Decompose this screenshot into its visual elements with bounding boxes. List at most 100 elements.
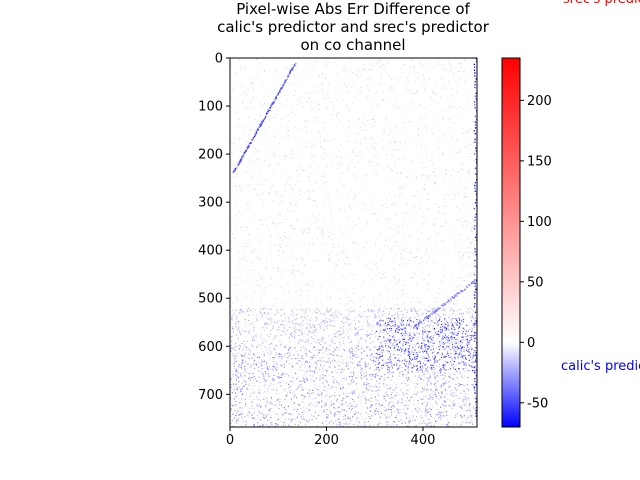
heatmap-cell [404, 64, 406, 66]
heatmap-cell [361, 185, 363, 187]
heatmap-cell [264, 134, 267, 136]
heatmap-cell [414, 323, 416, 326]
heatmap-cell [449, 226, 452, 228]
heatmap-cell [232, 309, 234, 311]
heatmap-cell [250, 309, 252, 312]
heatmap-cell [397, 310, 400, 312]
heatmap-cell [365, 340, 367, 342]
heatmap-cell [442, 136, 444, 139]
heatmap-cell [368, 334, 370, 336]
heatmap-cell [348, 383, 350, 386]
heatmap-cell [433, 222, 435, 224]
heatmap-cell [279, 401, 281, 403]
heatmap-cell [338, 150, 340, 152]
heatmap-cell [357, 73, 359, 75]
heatmap-cell [471, 313, 473, 315]
heatmap-cell [327, 353, 329, 355]
heatmap-cell [325, 349, 327, 351]
heatmap-cell [264, 290, 266, 292]
heatmap-cell [264, 323, 266, 326]
heatmap-cell [257, 356, 259, 358]
heatmap-cell [388, 423, 390, 425]
heatmap-cell [437, 328, 440, 330]
heatmap-cell [460, 349, 463, 351]
heatmap-cell [350, 68, 352, 70]
heatmap-cell [257, 409, 259, 411]
heatmap-cell [253, 363, 255, 365]
heatmap-cell [272, 379, 274, 381]
heatmap-cell [257, 346, 259, 348]
heatmap-cell [431, 342, 434, 344]
heatmap-cell [295, 322, 297, 325]
heatmap-cell [385, 312, 388, 314]
heatmap-cell [435, 401, 437, 403]
heatmap-cell [327, 311, 329, 313]
heatmap-cell [244, 360, 246, 362]
heatmap-cell [390, 188, 392, 190]
heatmap-cell [467, 340, 469, 342]
heatmap-cell [245, 390, 247, 393]
heatmap-cell [335, 315, 337, 317]
heatmap-cell [374, 364, 376, 366]
heatmap-cell [389, 346, 391, 348]
heatmap-cell [401, 243, 403, 245]
heatmap-cell [263, 377, 265, 379]
heatmap-cell [317, 109, 319, 111]
heatmap-cell [380, 320, 382, 322]
heatmap-cell [471, 384, 473, 386]
heatmap-cell [431, 159, 433, 162]
heatmap-cell [442, 313, 444, 315]
heatmap-cell [442, 118, 444, 120]
heatmap-cell [438, 398, 440, 400]
heatmap-cell [397, 231, 400, 233]
heatmap-cell [252, 250, 254, 252]
heatmap-cell [389, 335, 391, 337]
heatmap-cell [290, 185, 292, 187]
heatmap-cell [452, 359, 454, 361]
heatmap-cell [280, 412, 282, 414]
heatmap-cell [249, 121, 251, 123]
heatmap-cell [355, 328, 357, 330]
heatmap-cell [245, 362, 247, 364]
heatmap-cell [434, 330, 436, 332]
heatmap-cell [456, 353, 458, 355]
heatmap-cell [234, 355, 236, 357]
heatmap-cell [374, 413, 376, 415]
heatmap-cell [450, 394, 452, 396]
heatmap-cell [435, 323, 437, 325]
heatmap-cell [331, 359, 333, 362]
heatmap-cell [421, 66, 423, 68]
heatmap-cell [454, 366, 456, 368]
heatmap-cell [395, 214, 397, 216]
heatmap-cell [338, 355, 340, 357]
heatmap-cell [343, 369, 345, 371]
heatmap-cell [242, 157, 244, 159]
heatmap-cell [404, 369, 406, 371]
heatmap-cell [351, 161, 353, 163]
heatmap-cell [474, 333, 476, 335]
heatmap-cell [270, 383, 272, 385]
heatmap-cell [319, 135, 322, 137]
heatmap-cell [395, 229, 397, 231]
heatmap-cell [300, 330, 302, 332]
heatmap-cell [291, 420, 293, 422]
heatmap-cell [239, 277, 241, 279]
heatmap-cell [379, 248, 381, 250]
heatmap-cell [256, 380, 258, 382]
heatmap-cell [324, 205, 326, 207]
heatmap-cell [302, 258, 304, 260]
heatmap-cell [458, 362, 460, 364]
heatmap-cell [306, 420, 308, 422]
heatmap-cell [389, 330, 391, 332]
heatmap-cell [416, 383, 418, 385]
heatmap-cell [381, 376, 383, 378]
heatmap-cell [312, 200, 314, 202]
heatmap-cell [340, 389, 342, 391]
heatmap-cell [393, 165, 396, 167]
heatmap-cell [377, 362, 379, 364]
heatmap-cell [248, 142, 250, 144]
heatmap-cell [456, 152, 458, 154]
heatmap-cell [400, 346, 402, 349]
heatmap-cell [327, 387, 329, 389]
heatmap-cell [347, 417, 349, 420]
